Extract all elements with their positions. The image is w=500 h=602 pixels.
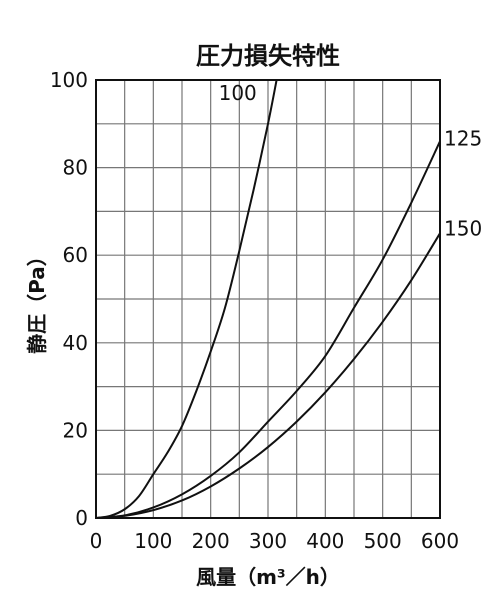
- series-label-150: 150: [444, 216, 482, 240]
- series-label-100: 100: [219, 81, 257, 105]
- y-tick-label: 80: [63, 156, 88, 180]
- x-axis-label: 風量（m³／h）: [196, 565, 340, 589]
- series-label-125: 125: [444, 126, 482, 150]
- y-axis-label: 静圧（Pa）: [25, 246, 49, 354]
- series-line-125: [95, 140, 441, 519]
- y-tick-label: 0: [75, 506, 88, 530]
- series-line-100: [95, 79, 278, 519]
- series-lines: [95, 79, 441, 519]
- grid: [96, 80, 440, 518]
- y-tick-label: 20: [63, 418, 88, 442]
- y-tick-label: 60: [63, 243, 88, 267]
- plot-frame: [95, 79, 441, 519]
- x-tick-label: 100: [134, 529, 172, 553]
- x-tick-label: 600: [421, 529, 459, 553]
- tick-labels: 0 100 200 300 400 500 600 0 20 40 60 80 100: [50, 68, 459, 553]
- series-line-150: [95, 232, 441, 519]
- y-tick-label: 40: [63, 331, 88, 355]
- x-tick-label: 500: [364, 529, 402, 553]
- x-tick-label: 300: [249, 529, 287, 553]
- y-tick-label: 100: [50, 68, 88, 92]
- x-tick-label: 200: [192, 529, 230, 553]
- series-labels: 100 125 150: [219, 81, 483, 240]
- chart-title: 圧力損失特性: [196, 42, 340, 70]
- x-tick-label: 400: [306, 529, 344, 553]
- x-tick-label: 0: [90, 529, 103, 553]
